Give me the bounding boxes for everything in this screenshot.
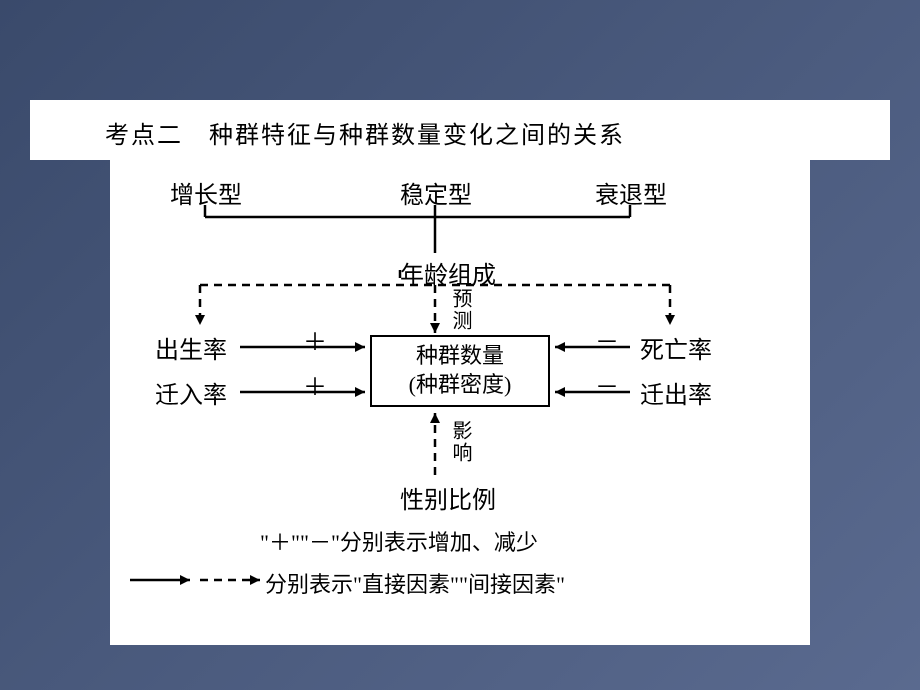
- slide-title: 考点二 种群特征与种群数量变化之间的关系: [105, 115, 625, 150]
- diagram-connections: [110, 155, 810, 645]
